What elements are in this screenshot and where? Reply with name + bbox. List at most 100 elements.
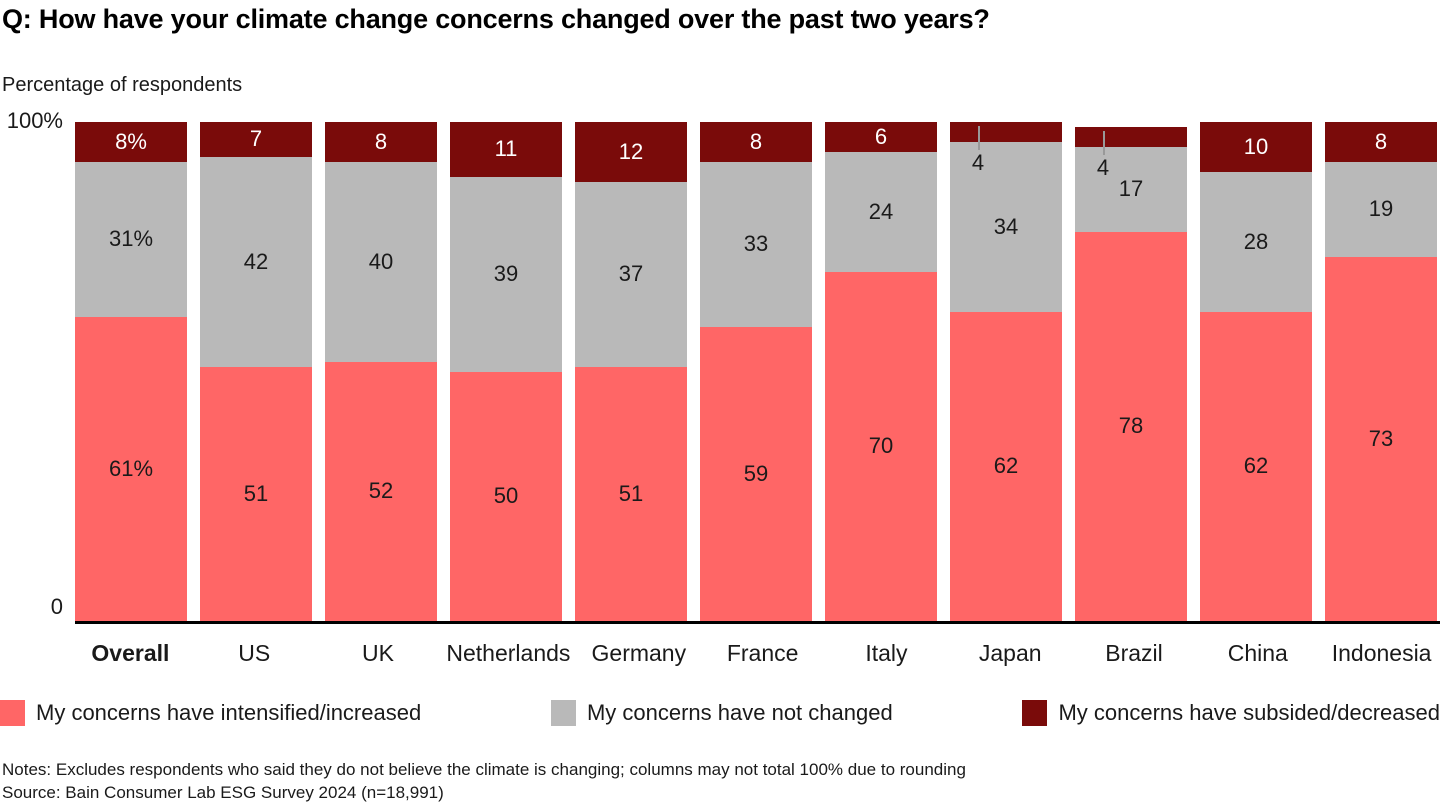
- segment-us-s0: 51: [200, 366, 312, 621]
- segment-brazil-s1: 17: [1075, 146, 1187, 232]
- segment-netherlands-s2: 11: [450, 122, 562, 177]
- segment-value-label: 4: [1096, 155, 1110, 180]
- segment-value-label: 51: [243, 480, 269, 506]
- segment-germany-s2: 12: [575, 122, 687, 182]
- segment-value-label: 11: [494, 136, 518, 162]
- segment-netherlands-s1: 39: [450, 176, 562, 372]
- x-axis-label-germany: Germany: [591, 640, 687, 666]
- x-axis-line: [75, 621, 1440, 624]
- segment-value-label: 78: [1118, 413, 1144, 439]
- y-axis-title: Percentage of respondents: [2, 74, 243, 96]
- source-text: Source: Bain Consumer Lab ESG Survey 202…: [2, 783, 444, 802]
- segment-italy-s2: 6: [825, 122, 937, 152]
- legend-swatch: [0, 700, 25, 726]
- segment-value-label: 8: [749, 128, 763, 154]
- segment-indonesia-s2: 8: [1325, 122, 1437, 162]
- x-axis-label-us: US: [238, 640, 271, 666]
- legend-swatch: [1022, 700, 1048, 726]
- segment-value-label: 17: [1118, 176, 1144, 202]
- segment-uk-s2: 8: [325, 122, 437, 162]
- segment-value-label: 70: [868, 433, 894, 459]
- legend: My concerns have intensified/increased My…: [0, 700, 1440, 726]
- segment-italy-s0: 70: [825, 271, 937, 621]
- segment-value-label: 61%: [108, 455, 154, 481]
- segment-brazil-s0: 78: [1075, 231, 1187, 621]
- segment-japan-s2: 4: [950, 122, 1062, 174]
- x-axis-label-overall: Overall: [91, 640, 170, 666]
- segment-china-s1: 28: [1200, 171, 1312, 312]
- segment-value-label: 62: [993, 453, 1019, 479]
- y-tick-100: 100%: [6, 108, 63, 133]
- segment-value-label: 8%: [115, 128, 147, 154]
- segment-value-label: 31%: [108, 226, 154, 252]
- segment-value-label: 19: [1368, 196, 1394, 222]
- segment-value-label: 50: [493, 483, 519, 509]
- segment-value-label: 8: [1374, 128, 1388, 154]
- x-axis-label-netherlands: Netherlands: [446, 640, 571, 666]
- segment-value-label: 8: [374, 128, 388, 154]
- bar-japan: 4 34 62: [950, 122, 1062, 621]
- segment-overall-s1: 31%: [75, 161, 187, 317]
- segment-germany-s0: 51: [575, 366, 687, 621]
- segment-france-s1: 33: [700, 161, 812, 327]
- x-axis-label-indonesia: Indonesia: [1331, 640, 1432, 666]
- segment-japan-s1: 34: [950, 141, 1062, 312]
- segment-indonesia-s1: 19: [1325, 161, 1437, 257]
- segment-us-s1: 42: [200, 156, 312, 367]
- segment-value-label: 6: [874, 123, 888, 149]
- bar-uk: 8 40 52: [325, 122, 437, 621]
- segment-value-label: 52: [368, 478, 394, 504]
- legend-item-0: My concerns have intensified/increased: [0, 700, 421, 726]
- x-axis-label-brazil: Brazil: [1105, 640, 1163, 666]
- legend-label: My concerns have not changed: [586, 700, 893, 725]
- bar-china: 10 28 62: [1200, 122, 1312, 621]
- x-axis-label-uk: UK: [362, 640, 394, 666]
- bar-overall: 8% 31% 61%: [75, 122, 187, 621]
- segment-value-label: 10: [1243, 133, 1269, 159]
- segment-value-label: 62: [1243, 453, 1269, 479]
- legend-item-2: My concerns have subsided/decreased: [1022, 700, 1440, 726]
- segment-france-s0: 59: [700, 326, 812, 621]
- segment-value-label: 42: [243, 248, 269, 274]
- legend-label: My concerns have intensified/increased: [36, 700, 422, 725]
- segment-value-label: 28: [1243, 228, 1269, 254]
- bar-us: 7 42 51: [200, 122, 312, 621]
- x-axis-label-france: France: [726, 640, 799, 666]
- segment-value-label: 40: [368, 248, 394, 274]
- segment-value-label: 12: [618, 138, 644, 164]
- segment-china-s2: 10: [1200, 122, 1312, 172]
- segment-indonesia-s0: 73: [1325, 256, 1437, 621]
- bar-france: 8 33 59: [700, 122, 812, 621]
- bar-brazil: 4 17 78: [1075, 122, 1187, 621]
- segment-germany-s1: 37: [575, 181, 687, 367]
- segment-japan-s0: 62: [950, 311, 1062, 621]
- segment-value-label: 73: [1368, 425, 1394, 451]
- segment-us-s2: 7: [200, 122, 312, 157]
- segment-value-label: 24: [868, 198, 894, 224]
- segment-value-label: 51: [618, 480, 644, 506]
- y-tick-0: 0: [50, 594, 63, 619]
- label-leader-line: [1103, 131, 1105, 155]
- x-axis-label-japan: Japan: [978, 640, 1042, 666]
- bar-indonesia: 8 19 73: [1325, 122, 1437, 621]
- segment-uk-s0: 52: [325, 361, 437, 621]
- notes-text: Notes: Excludes respondents who said the…: [2, 760, 966, 779]
- segment-value-label: 7: [249, 126, 263, 152]
- segment-value-label: 39: [493, 261, 519, 287]
- segment-overall-s0: 61%: [75, 316, 187, 621]
- x-axis-label-italy: Italy: [865, 640, 908, 666]
- bar-germany: 12 37 51: [575, 122, 687, 621]
- segment-china-s0: 62: [1200, 311, 1312, 621]
- segment-overall-s2: 8%: [75, 122, 187, 162]
- chart-title: Q: How have your climate change concerns…: [2, 4, 990, 34]
- legend-item-1: My concerns have not changed: [550, 700, 893, 726]
- legend-swatch: [550, 700, 576, 726]
- segment-value-label: 34: [993, 213, 1019, 239]
- x-axis-labels: Overall US UK Netherlands Germany France Italy…: [75, 640, 1437, 667]
- segment-value-label: 59: [743, 460, 769, 486]
- x-axis-label-china: China: [1227, 640, 1288, 666]
- segment-uk-s1: 40: [325, 161, 437, 362]
- segment-value-label: 4: [971, 150, 985, 176]
- segment-italy-s1: 24: [825, 151, 937, 272]
